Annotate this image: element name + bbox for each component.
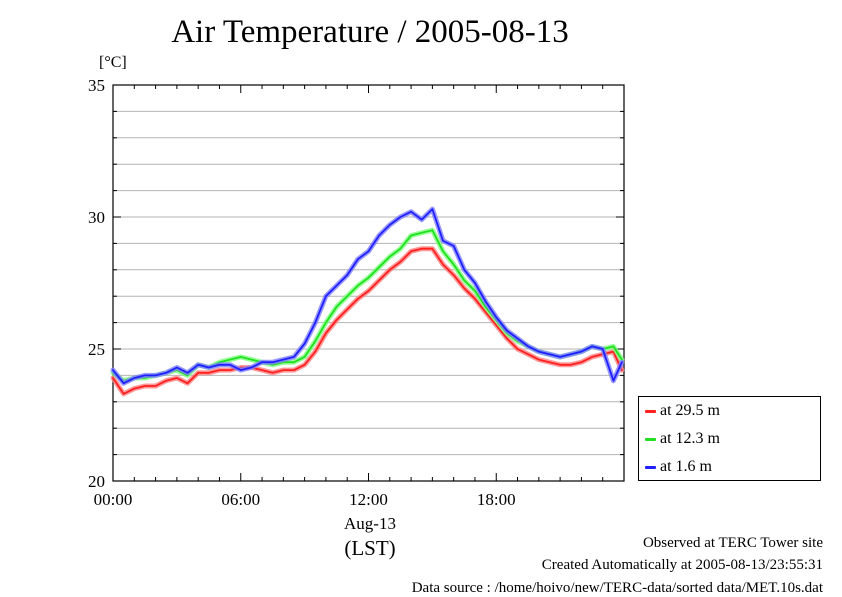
series-line-2 bbox=[112, 208, 623, 385]
y-tick-label: 25 bbox=[88, 340, 105, 359]
x-tick-label: 12:00 bbox=[349, 490, 388, 509]
legend-item-12-3m: at 12.3 m bbox=[645, 428, 720, 450]
plot-frame bbox=[112, 84, 625, 482]
y-tick-label: 35 bbox=[88, 76, 105, 95]
y-axis-unit-label: [°C] bbox=[99, 54, 127, 71]
chart-title: Air Temperature / 2005-08-13 bbox=[171, 14, 569, 50]
legend: at 29.5 m at 12.3 m at 1.6 m bbox=[638, 396, 821, 481]
y-tick-label: 30 bbox=[88, 208, 105, 227]
legend-swatch-blue bbox=[645, 465, 656, 469]
x-axis-timezone-label: (LST) bbox=[344, 536, 396, 560]
x-tick-label: 06:00 bbox=[221, 490, 260, 509]
legend-item-1-6m: at 1.6 m bbox=[645, 456, 712, 478]
footer-data-source: Data source : /home/hoivo/new/TERC-data/… bbox=[411, 580, 823, 596]
x-tick-label: 18:00 bbox=[477, 490, 516, 509]
series-line-0 bbox=[112, 247, 623, 395]
x-axis-date-label: Aug-13 bbox=[344, 514, 396, 533]
legend-swatch-red bbox=[645, 409, 656, 413]
footer-observed-site: Observed at TERC Tower site bbox=[642, 535, 823, 551]
legend-label: at 12.3 m bbox=[660, 430, 720, 447]
legend-label: at 1.6 m bbox=[660, 458, 712, 475]
y-tick-label: 20 bbox=[88, 472, 105, 491]
legend-item-29-5m: at 29.5 m bbox=[645, 400, 720, 422]
legend-swatch-green bbox=[645, 437, 656, 441]
x-tick-label: 00:00 bbox=[94, 490, 133, 509]
footer-created-timestamp: Created Automatically at 2005-08-13/23:5… bbox=[541, 557, 823, 573]
legend-label: at 29.5 m bbox=[660, 402, 720, 419]
